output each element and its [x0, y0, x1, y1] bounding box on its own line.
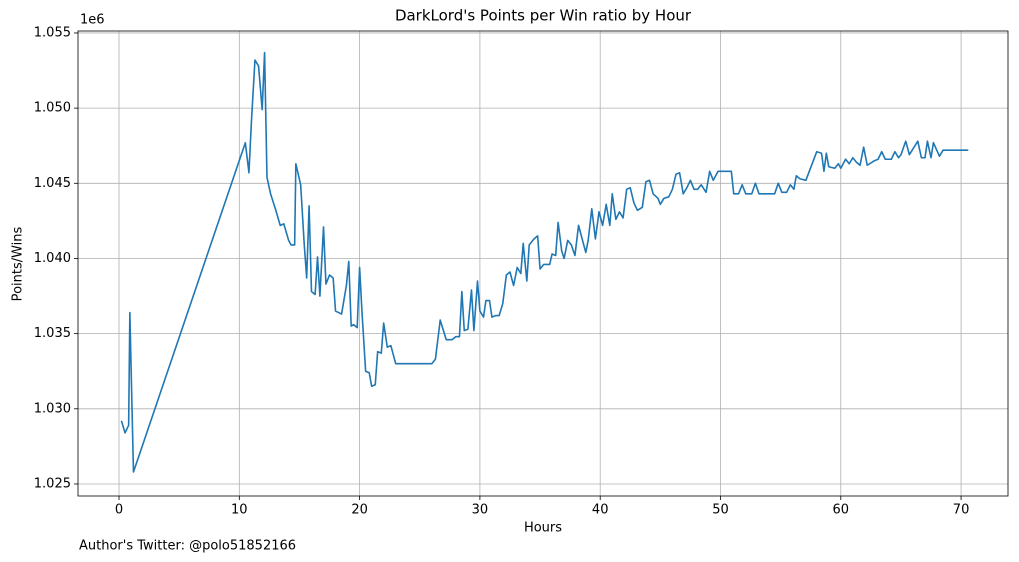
- x-tick-label: 10: [231, 503, 248, 518]
- plot-frame: [77, 30, 1009, 497]
- y-tick-label: 1.025: [34, 476, 71, 491]
- y-tick-label: 1.050: [34, 101, 71, 116]
- y-tick-label: 1.055: [34, 25, 71, 40]
- y-offset-label: 1e6: [80, 13, 105, 28]
- y-tick-label: 1.045: [34, 176, 71, 191]
- y-tick-label: 1.040: [34, 251, 71, 266]
- y-tick-label: 1.035: [34, 326, 71, 341]
- annotation: Author's Twitter: @polo51852166: [79, 539, 296, 554]
- y-axis-label: Points/Wins: [11, 226, 26, 301]
- y-tick-label: 1.030: [34, 401, 71, 416]
- x-axis-label: Hours: [524, 521, 562, 536]
- x-tick-label: 0: [115, 503, 123, 518]
- x-tick-label: 70: [953, 503, 970, 518]
- chart-title: DarkLord's Points per Win ratio by Hour: [395, 7, 692, 25]
- x-tick-label: 50: [712, 503, 729, 518]
- x-tick-label: 20: [351, 503, 368, 518]
- x-tick-label: 60: [833, 503, 850, 518]
- data-line: [120, 51, 969, 473]
- x-tick-label: 40: [592, 503, 609, 518]
- x-tick-label: 30: [472, 503, 489, 518]
